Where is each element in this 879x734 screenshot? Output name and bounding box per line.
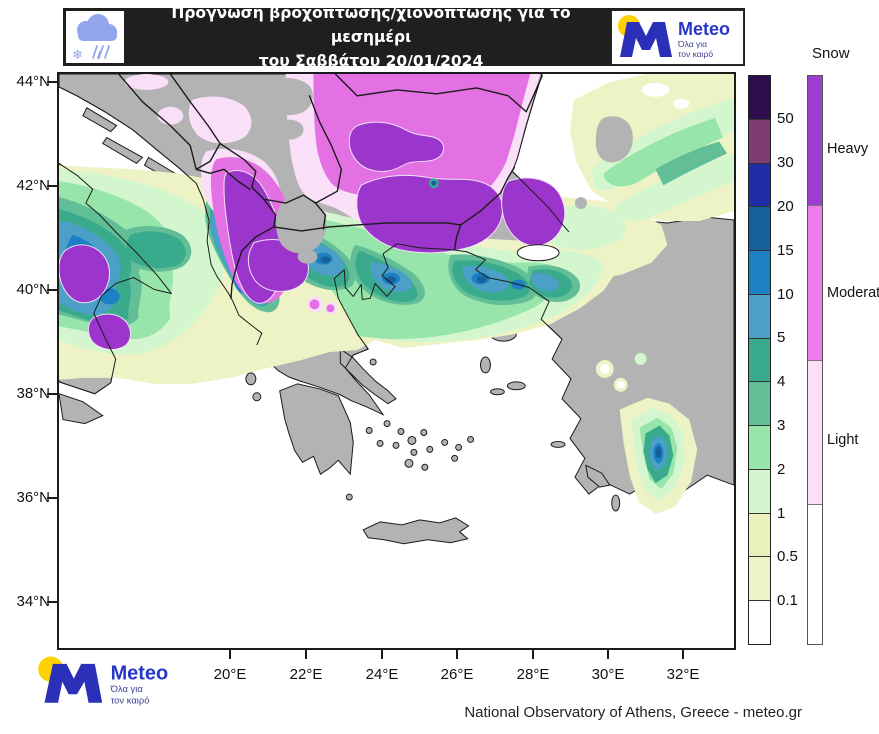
meteo-logo-icon: Meteo Όλα για τον καιρό <box>38 656 169 707</box>
crete <box>362 517 470 545</box>
lon-tick-label: 32°E <box>666 666 700 683</box>
title-line-1: Πρόγνωση βροχόπτωσης/χιονόπτωσης για το … <box>171 4 571 46</box>
lon-tick-label: 30°E <box>591 666 625 683</box>
map-frame <box>57 72 736 650</box>
precip-colorbar-segment <box>749 512 770 557</box>
lat-tick-label: 40°N <box>16 281 50 298</box>
snow-field <box>59 74 566 351</box>
precip-colorbar-segment <box>749 250 770 294</box>
precip-colorbar-segment <box>749 76 770 119</box>
meteo-logo-icon: Meteo Όλα για τον καιρό <box>618 15 730 59</box>
precip-scale-value: 3 <box>777 417 786 434</box>
lat-tick <box>47 185 57 187</box>
snow-colorbar-segment-none <box>808 504 822 644</box>
precip-scale-value: 1 <box>777 505 786 522</box>
precip-colorbar-segment <box>749 381 770 426</box>
precip-scale-value: 15 <box>777 242 794 259</box>
meteo-logo-top: Meteo Όλα για τον καιρό <box>611 10 744 65</box>
snow-scale-label: Light <box>827 432 859 448</box>
precip-scale-value: 50 <box>777 110 794 127</box>
precip-colorbar-segment <box>749 556 770 601</box>
precipitation-map <box>59 74 734 648</box>
snow-colorbar-segment-heavy <box>808 76 822 205</box>
lon-tick <box>682 650 684 659</box>
weather-icon-box: ❄ <box>66 11 124 63</box>
svg-text:τον καιρό: τον καιρό <box>111 696 150 707</box>
snowflake-glyph: ❄ <box>72 47 83 62</box>
sicily-corner <box>59 393 104 425</box>
precip-colorbar-segment <box>749 425 770 469</box>
snow-scale-label: Heavy <box>827 141 869 157</box>
logo-wordmark: Meteo <box>111 663 169 685</box>
page-title: Πρόγνωση βροχόπτωσης/χιονόπτωσης για το … <box>130 4 612 70</box>
precip-scale-value: 5 <box>777 329 786 346</box>
snow-colorbar-segment-moderate <box>808 204 822 360</box>
lon-tick <box>456 650 458 659</box>
precip-scale-value: 20 <box>777 198 794 215</box>
precip-scale-value: 2 <box>777 461 786 478</box>
rain-field <box>59 74 734 514</box>
lon-tick <box>229 650 231 659</box>
precip-colorbar-segment <box>749 600 770 644</box>
lat-tick <box>47 393 57 395</box>
svg-text:Όλα για: Όλα για <box>110 684 144 695</box>
lon-tick-label: 24°E <box>365 666 399 683</box>
lon-tick <box>305 650 307 659</box>
precip-colorbar <box>748 75 771 645</box>
snow-colorbar <box>807 75 823 645</box>
header-bar: ❄ Πρόγνωση βροχόπτωσης/χιονόπτωσης για τ… <box>63 4 745 70</box>
lon-tick-label: 22°E <box>289 666 323 683</box>
precip-scale-value: 30 <box>777 154 794 171</box>
precip-scale-value: 4 <box>777 373 786 390</box>
adriatic-islands <box>82 107 180 182</box>
lat-tick-label: 38°N <box>16 385 50 402</box>
lat-tick-label: 42°N <box>16 177 50 194</box>
attribution-text: National Observatory of Athens, Greece -… <box>464 704 802 721</box>
logo-wordmark: Meteo <box>678 19 730 39</box>
lon-tick <box>381 650 383 659</box>
lon-tick-label: 20°E <box>213 666 247 683</box>
snow-scale-label: Moderate <box>827 285 879 301</box>
cloud-snow-rain-icon: ❄ <box>72 14 117 62</box>
lat-tick-label: 34°N <box>16 593 50 610</box>
lat-tick <box>47 289 57 291</box>
lat-tick-label: 44°N <box>16 73 50 90</box>
svg-text:τον καιρό: τον καιρό <box>678 49 713 59</box>
peloponnese <box>279 383 354 476</box>
precip-colorbar-segment <box>749 468 770 513</box>
country-borders <box>59 74 570 395</box>
snow-legend-title: Snow <box>812 45 850 62</box>
lat-tick <box>47 81 57 83</box>
precip-colorbar-segment <box>749 293 770 338</box>
precip-colorbar-segment <box>749 206 770 251</box>
precip-colorbar-segment <box>749 162 770 207</box>
dry-spots <box>599 82 690 389</box>
sea-of-marmara <box>516 244 560 262</box>
precip-scale-value: 10 <box>777 286 794 303</box>
precip-scale-value: 0.5 <box>777 548 798 565</box>
lat-tick <box>47 601 57 603</box>
precip-colorbar-segment <box>749 337 770 382</box>
lon-tick-label: 26°E <box>440 666 474 683</box>
svg-text:Όλα για: Όλα για <box>677 39 707 49</box>
dry-land-patches <box>264 77 633 264</box>
lat-tick <box>47 497 57 499</box>
snow-colorbar-segment-light <box>808 359 822 505</box>
precip-scale-value: 0.1 <box>777 592 798 609</box>
title-line-2: του Σαββάτου 20/01/2024 <box>258 52 484 70</box>
lon-tick <box>532 650 534 659</box>
lon-tick <box>607 650 609 659</box>
meteo-logo-bottom: Meteo Όλα για τον καιρό <box>34 646 184 708</box>
lon-tick-label: 28°E <box>516 666 550 683</box>
lat-tick-label: 36°N <box>16 489 50 506</box>
precip-colorbar-segment <box>749 118 770 163</box>
